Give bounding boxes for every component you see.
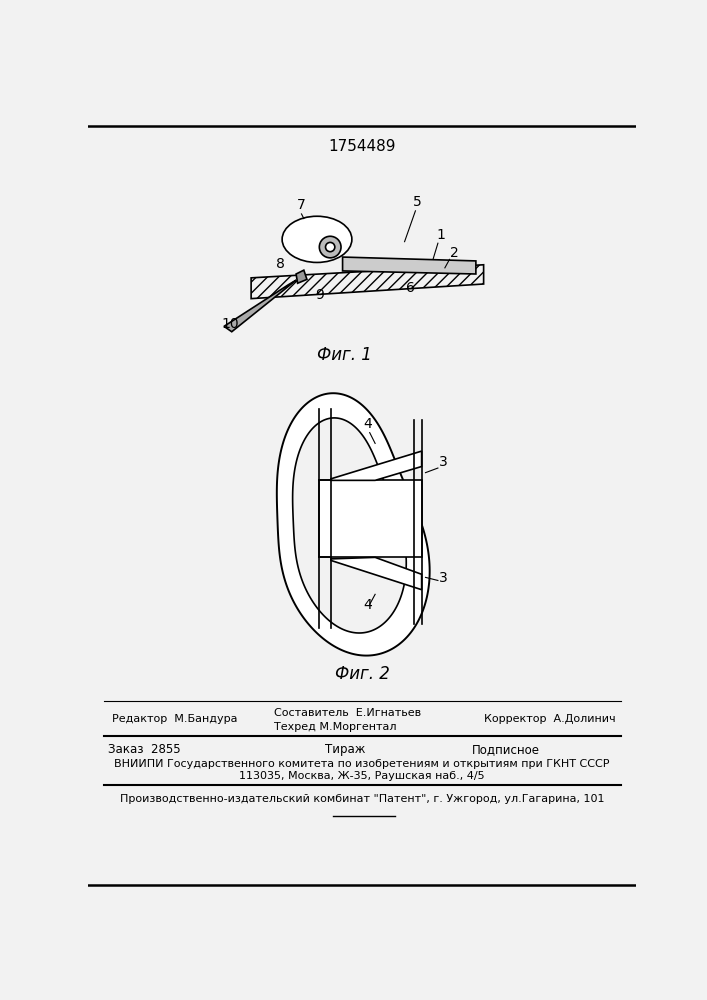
Polygon shape — [331, 451, 421, 480]
Circle shape — [325, 242, 335, 252]
Text: Фиг. 1: Фиг. 1 — [317, 346, 372, 364]
Text: 6: 6 — [406, 281, 414, 295]
Text: 1754489: 1754489 — [328, 139, 396, 154]
Text: 4: 4 — [363, 598, 372, 612]
Polygon shape — [293, 418, 407, 633]
Ellipse shape — [282, 216, 352, 262]
Polygon shape — [224, 280, 296, 332]
Text: 7: 7 — [297, 198, 306, 212]
Circle shape — [320, 236, 341, 258]
Text: Корректор  А.Долинич: Корректор А.Долинич — [484, 714, 615, 724]
Polygon shape — [277, 393, 430, 656]
Text: 8: 8 — [276, 257, 285, 271]
Text: 113035, Москва, Ж-35, Раушская наб., 4/5: 113035, Москва, Ж-35, Раушская наб., 4/5 — [239, 771, 485, 781]
Text: Фиг. 2: Фиг. 2 — [334, 665, 390, 683]
Text: 2: 2 — [450, 246, 459, 260]
Text: 5: 5 — [414, 195, 422, 209]
Polygon shape — [343, 257, 476, 274]
Text: 1: 1 — [436, 228, 445, 242]
Text: Подписное: Подписное — [472, 743, 540, 756]
Text: Редактор  М.Бандура: Редактор М.Бандура — [112, 714, 237, 724]
Text: 9: 9 — [315, 288, 324, 302]
Text: Заказ  2855: Заказ 2855 — [107, 743, 180, 756]
Polygon shape — [296, 270, 307, 283]
Text: Техред М.Моргентал: Техред М.Моргентал — [274, 722, 397, 732]
Text: ВНИИПИ Государственного комитета по изобретениям и открытиям при ГКНТ СССР: ВНИИПИ Государственного комитета по изоб… — [115, 759, 609, 769]
Text: 3: 3 — [439, 456, 448, 470]
Text: Тираж: Тираж — [325, 743, 365, 756]
Text: 3: 3 — [439, 571, 448, 585]
Text: 4: 4 — [363, 417, 372, 431]
Polygon shape — [331, 557, 421, 590]
Text: Составитель  Е.Игнатьев: Составитель Е.Игнатьев — [274, 708, 421, 718]
Text: Производственно-издательский комбинат "Патент", г. Ужгород, ул.Гагарина, 101: Производственно-издательский комбинат "П… — [119, 794, 604, 804]
FancyBboxPatch shape — [320, 480, 421, 557]
Text: 10: 10 — [221, 317, 239, 331]
